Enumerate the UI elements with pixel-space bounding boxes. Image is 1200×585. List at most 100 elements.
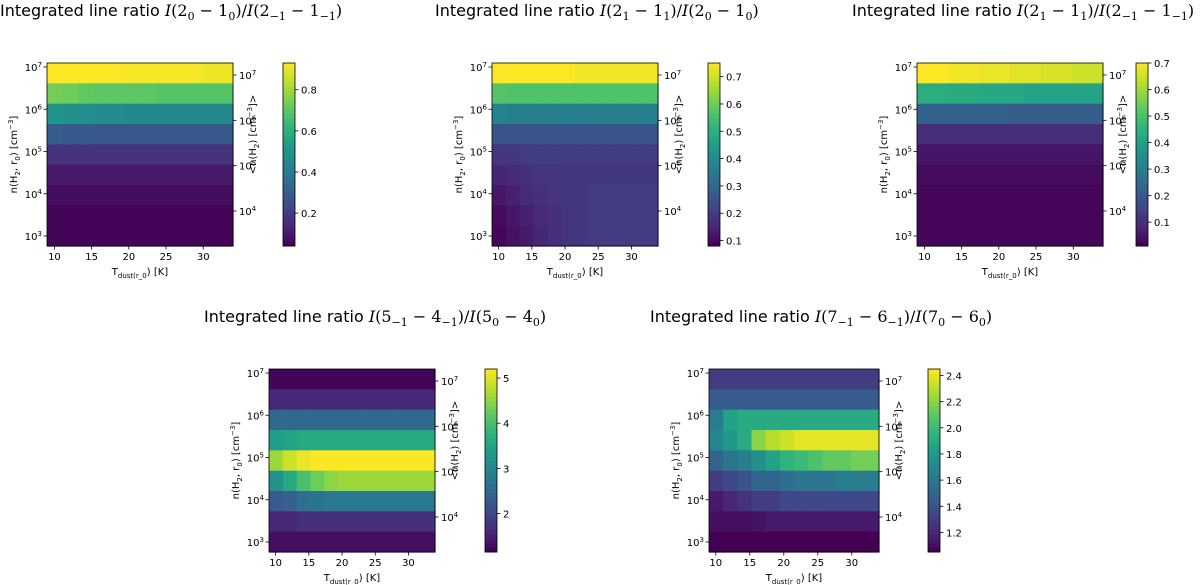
heatmap-cell <box>994 164 1011 186</box>
heatmap-cell <box>519 124 535 145</box>
heatmap-cell <box>1087 124 1104 145</box>
heatmap-cell <box>779 389 795 411</box>
heatmap-cell <box>282 430 298 451</box>
colorbar-segment <box>485 529 497 535</box>
heatmap-cell <box>1041 124 1058 145</box>
heatmap-cell <box>155 124 172 145</box>
colorbar-tick-label: 4 <box>503 419 509 430</box>
heatmap-cell <box>155 164 172 186</box>
heatmap-cell <box>365 369 381 390</box>
colorbar-segment <box>708 113 720 119</box>
heatmap-cell <box>779 450 795 472</box>
colorbar-segment <box>928 446 940 452</box>
heatmap-cell <box>630 225 645 247</box>
heatmap-cell <box>948 225 965 247</box>
heatmap-cell <box>352 491 367 512</box>
heatmap-cell <box>217 63 234 84</box>
heatmap-cell <box>533 205 548 227</box>
heatmap-cell <box>994 185 1011 206</box>
heatmap-cell <box>1056 144 1073 166</box>
colorbar-segment <box>1136 186 1148 192</box>
colorbar-segment <box>928 478 940 484</box>
colorbar-segment <box>283 145 295 151</box>
heatmap-cell <box>864 491 880 512</box>
heatmap-cell <box>979 103 996 125</box>
heatmap-cell <box>779 409 795 431</box>
heatmap-cell <box>47 63 64 84</box>
y-tick-label: 105 <box>687 452 704 465</box>
heatmap-cell <box>994 144 1011 166</box>
heatmap-cell <box>407 511 422 533</box>
heatmap-cell <box>93 164 110 186</box>
colorbar-segment <box>708 213 720 220</box>
heatmap-cell <box>836 389 852 411</box>
colorbar-segment <box>1136 177 1148 183</box>
heatmap-cell <box>310 531 325 553</box>
heatmap-cell <box>186 103 203 125</box>
heatmap-cell <box>737 491 753 512</box>
colorbar-segment <box>283 232 295 238</box>
y-tick-label: 105 <box>25 146 42 159</box>
heatmap-cell <box>186 83 203 105</box>
heatmap-cell <box>979 144 996 166</box>
heatmap-cell <box>407 491 422 512</box>
colorbar-segment <box>1136 195 1148 201</box>
colorbar-segment <box>708 218 720 224</box>
heatmap-cell <box>124 144 141 166</box>
colorbar-segment <box>485 492 497 498</box>
heatmap-cell <box>561 164 576 186</box>
colorbar-segment <box>708 154 720 160</box>
heatmap-cell <box>171 164 188 186</box>
heatmap-cell <box>393 409 408 431</box>
y2-axis-label: <n(H2) [cm−3]> <box>672 95 687 174</box>
colorbar-segment <box>1136 145 1148 151</box>
heatmap-cell <box>155 144 172 166</box>
colorbar-segment <box>1136 191 1148 197</box>
heatmap-cell <box>737 470 753 492</box>
x-tick-label: 20 <box>992 252 1005 263</box>
colorbar-segment <box>708 200 720 206</box>
heatmap-cell <box>519 164 535 186</box>
heatmap-cell <box>155 225 172 247</box>
heatmap-cell <box>269 389 284 411</box>
colorbar-segment <box>928 410 940 416</box>
heatmap-cell <box>963 225 980 247</box>
heatmap-cell <box>948 124 965 145</box>
chart-title: Integrated line ratio I(21 − 11)/I(2−1 −… <box>852 1 1194 23</box>
colorbar-segment <box>485 487 497 494</box>
heatmap-cell <box>186 225 203 247</box>
heatmap-cell <box>751 409 767 431</box>
heatmap <box>492 63 659 247</box>
colorbar-segment <box>485 391 497 397</box>
y-tick-label: 103 <box>895 230 912 243</box>
heatmap-cell <box>1072 124 1089 145</box>
chart-panel-1: Integrated line ratio I(20 − 10)/I(2−1 −… <box>0 1 342 280</box>
heatmap-cell <box>779 531 795 553</box>
heatmap-cell <box>365 511 381 533</box>
x-tick-label: 30 <box>625 252 638 263</box>
heatmap-cell <box>140 144 157 166</box>
heatmap-cell <box>47 103 64 125</box>
heatmap-cell <box>407 369 422 390</box>
heatmap-cell <box>93 124 110 145</box>
colorbar-segment <box>485 428 497 434</box>
colorbar-segment <box>928 451 940 457</box>
heatmap-cell <box>547 164 562 186</box>
heatmap-cell <box>62 225 79 247</box>
heatmap-cell <box>78 225 95 247</box>
heatmap-cell <box>616 205 631 227</box>
x-tick-label: 25 <box>592 252 605 263</box>
heatmap-cell <box>588 205 604 227</box>
colorbar-segment <box>283 177 295 183</box>
heatmap-cell <box>948 63 965 84</box>
heatmap-cell <box>917 164 934 186</box>
heatmap-cell <box>644 225 659 247</box>
colorbar-segment <box>928 378 940 384</box>
heatmap-cell <box>365 409 381 431</box>
heatmap-cell <box>963 124 980 145</box>
heatmap-cell <box>310 369 325 390</box>
colorbar-segment <box>283 204 295 210</box>
heatmap-cell <box>310 430 325 451</box>
heatmap-cell <box>282 369 298 390</box>
heatmap-cell <box>822 531 838 553</box>
